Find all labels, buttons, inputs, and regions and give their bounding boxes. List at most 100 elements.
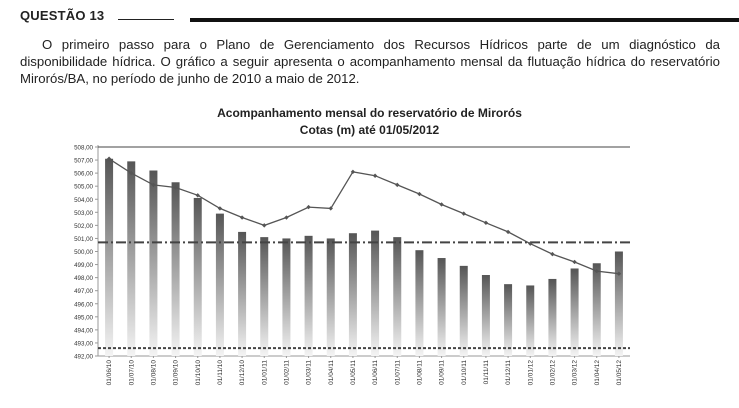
y-tick-label: 498,00 bbox=[74, 275, 93, 282]
x-tick-label: 01/07/10 bbox=[128, 360, 135, 386]
line-point bbox=[328, 206, 333, 211]
line-point bbox=[262, 223, 267, 228]
x-tick-label: 01/07/11 bbox=[394, 360, 401, 385]
bar bbox=[238, 231, 247, 356]
bar bbox=[127, 161, 136, 356]
line-point bbox=[195, 193, 200, 198]
y-tick-label: 505,00 bbox=[74, 184, 93, 191]
line-series bbox=[108, 158, 619, 275]
bar bbox=[282, 238, 291, 356]
x-tick-label: 01/01/12 bbox=[527, 360, 534, 386]
line-point bbox=[306, 204, 311, 210]
bar bbox=[304, 235, 313, 356]
y-tick-label: 503,00 bbox=[74, 210, 93, 217]
x-tick-label: 01/06/10 bbox=[106, 360, 113, 386]
chart-line-series bbox=[106, 156, 622, 276]
bar bbox=[437, 258, 446, 356]
y-tick-label: 501,00 bbox=[74, 236, 93, 243]
line-point bbox=[129, 170, 134, 176]
chart-x-ticks: 01/06/10 01/07/10 01/08/10 01/09/10 01/10/10… bbox=[106, 356, 623, 385]
bar bbox=[260, 237, 269, 356]
y-tick-label: 493,00 bbox=[74, 340, 93, 347]
question-header: QUESTÃO 13 bbox=[20, 8, 739, 28]
line-point bbox=[106, 156, 112, 161]
bar bbox=[526, 285, 535, 356]
y-tick-label: 504,00 bbox=[74, 197, 93, 204]
question-text: O primeiro passo para o Plano de Gerenci… bbox=[20, 37, 720, 86]
header-rule-thick bbox=[190, 18, 739, 22]
bar bbox=[193, 197, 202, 356]
line-point bbox=[217, 206, 223, 211]
x-tick-label: 01/08/11 bbox=[416, 360, 423, 385]
x-tick-label: 01/03/11 bbox=[306, 360, 313, 385]
question-title: QUESTÃO 13 bbox=[20, 8, 105, 23]
y-tick-label: 497,00 bbox=[74, 288, 93, 295]
x-tick-label: 01/10/10 bbox=[195, 360, 202, 386]
y-tick-label: 492,00 bbox=[74, 354, 93, 361]
bar bbox=[592, 263, 601, 356]
chart-bars bbox=[105, 158, 623, 356]
bar bbox=[548, 278, 557, 356]
chart-title: Acompanhamento mensal do reservatório de… bbox=[217, 106, 522, 120]
chart-axes bbox=[97, 145, 630, 357]
bar bbox=[459, 265, 468, 356]
line-point bbox=[350, 169, 356, 175]
y-tick-label: 499,00 bbox=[74, 262, 93, 269]
x-tick-label: 01/04/11 bbox=[328, 360, 335, 385]
x-tick-label: 01/02/11 bbox=[283, 360, 290, 385]
bar bbox=[504, 284, 513, 356]
bar bbox=[614, 251, 623, 356]
y-tick-label: 500,00 bbox=[74, 249, 93, 256]
line-point bbox=[505, 229, 511, 235]
y-tick-label: 496,00 bbox=[74, 301, 93, 308]
x-tick-label: 01/01/11 bbox=[261, 360, 268, 385]
line-point bbox=[417, 191, 422, 197]
bar bbox=[570, 268, 579, 356]
bar bbox=[215, 213, 224, 356]
x-tick-label: 01/12/10 bbox=[239, 360, 246, 386]
y-tick-label: 506,00 bbox=[74, 171, 93, 178]
bar bbox=[393, 237, 402, 356]
line-point bbox=[173, 185, 178, 190]
y-tick-label: 502,00 bbox=[74, 223, 93, 230]
x-tick-label: 01/04/12 bbox=[594, 360, 601, 386]
line-point bbox=[594, 268, 599, 274]
y-tick-label: 508,00 bbox=[74, 145, 93, 152]
line-point bbox=[284, 215, 289, 220]
x-tick-label: 01/09/11 bbox=[439, 360, 446, 385]
bar bbox=[171, 182, 180, 356]
x-tick-label: 01/05/11 bbox=[350, 360, 357, 385]
bar bbox=[348, 233, 357, 356]
line-point bbox=[461, 211, 466, 216]
line-point bbox=[439, 202, 444, 207]
chart-y-ticks: 492,00 493,00 494,00 495,00 496,00 497,00 498,… bbox=[74, 145, 98, 361]
x-tick-label: 01/12/11 bbox=[505, 360, 512, 385]
bar bbox=[371, 230, 380, 356]
bar bbox=[481, 275, 490, 356]
line-point bbox=[616, 271, 622, 276]
y-tick-label: 495,00 bbox=[74, 314, 93, 321]
x-tick-label: 01/10/11 bbox=[461, 360, 468, 385]
line-point bbox=[550, 251, 555, 257]
x-tick-label: 01/09/10 bbox=[173, 360, 180, 386]
x-tick-label: 01/11/11 bbox=[483, 360, 490, 385]
y-tick-label: 494,00 bbox=[74, 327, 93, 334]
line-point bbox=[528, 241, 533, 246]
line-point bbox=[239, 215, 245, 220]
bar bbox=[326, 238, 335, 356]
x-tick-label: 01/06/11 bbox=[372, 360, 379, 385]
x-tick-label: 01/03/12 bbox=[572, 360, 579, 386]
header-rule-thin bbox=[118, 19, 174, 20]
bar bbox=[105, 158, 114, 356]
line-point bbox=[151, 182, 156, 188]
chart-reference-lines bbox=[98, 146, 630, 350]
x-tick-label: 01/05/12 bbox=[616, 360, 623, 386]
x-tick-label: 01/11/10 bbox=[217, 360, 224, 385]
y-tick-label: 507,00 bbox=[74, 158, 93, 165]
x-tick-label: 01/02/12 bbox=[549, 360, 556, 386]
bar bbox=[415, 250, 424, 356]
chart-subtitle: Cotas (m) até 01/05/2012 bbox=[299, 123, 440, 137]
line-point bbox=[572, 259, 577, 265]
line-point bbox=[483, 220, 489, 225]
